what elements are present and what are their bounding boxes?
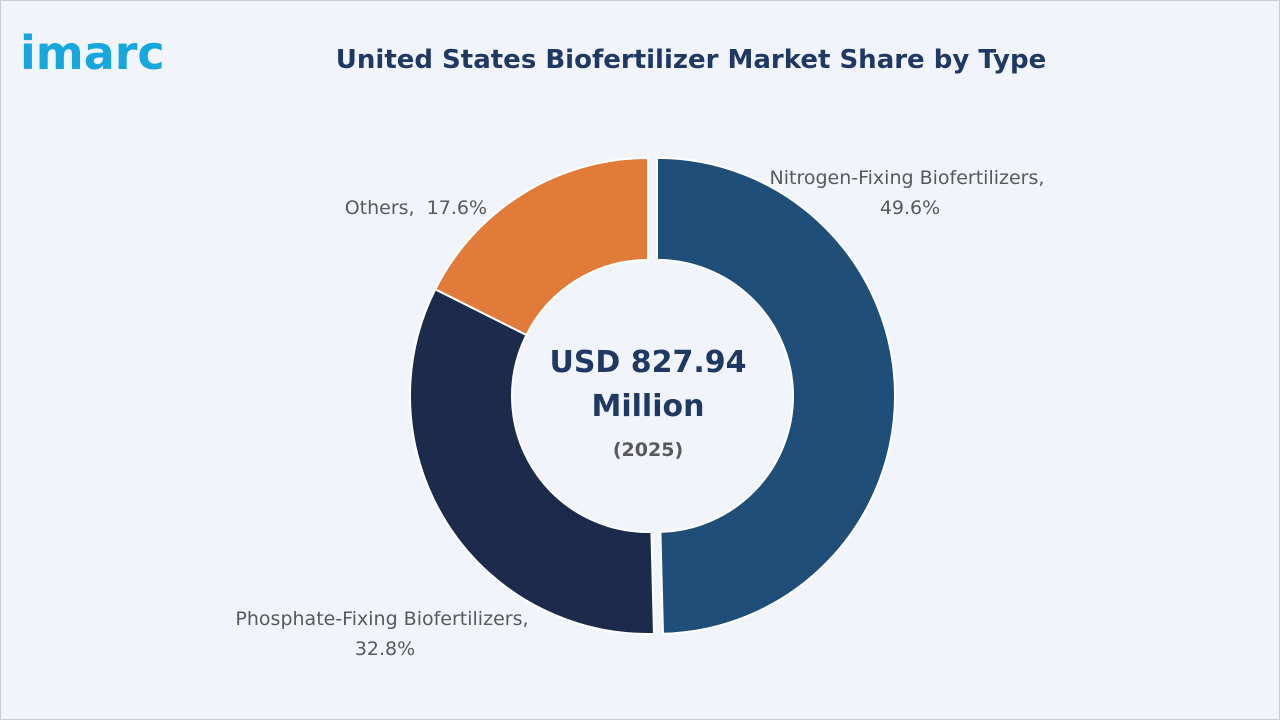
center-year: (2025) (613, 439, 683, 461)
slice-nitrogen (655, 156, 896, 635)
slice-label-phosphate: Phosphate-Fixing Biofertilizers, 32.8% (235, 608, 534, 660)
center-value-line1: USD 827.94 (549, 345, 746, 380)
imarc-logo: imarc (20, 26, 165, 80)
slice-phosphate (409, 287, 656, 635)
center-value-line2: Million (592, 389, 705, 424)
slice-others (433, 156, 649, 337)
slice-label-others: Others, 17.6% (345, 197, 487, 219)
slice-label-nitrogen: Nitrogen-Fixing Biofertilizers, 49.6% (770, 167, 1051, 219)
chart-title: United States Biofertilizer Market Share… (335, 45, 1047, 75)
